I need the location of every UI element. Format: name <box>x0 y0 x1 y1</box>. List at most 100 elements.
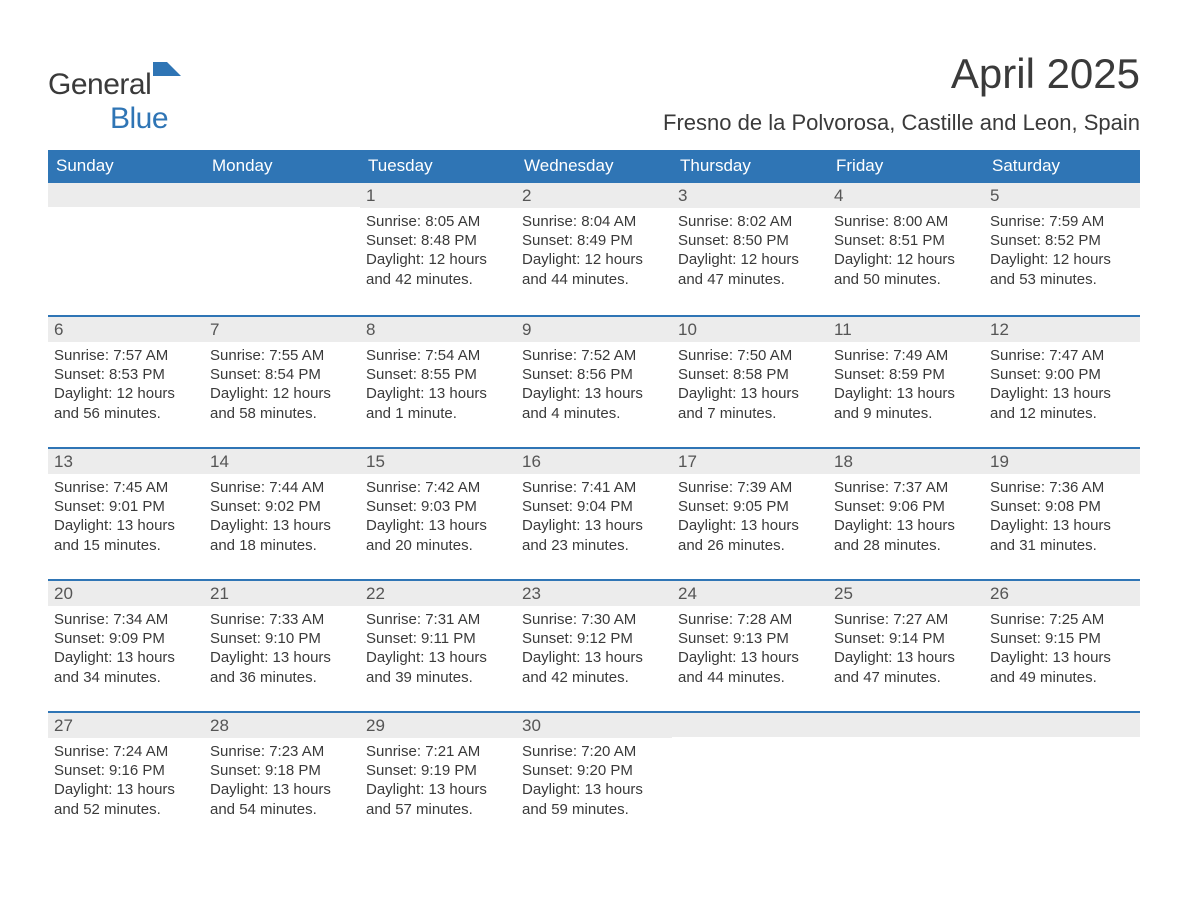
day-cell: 17Sunrise: 7:39 AMSunset: 9:05 PMDayligh… <box>672 449 828 579</box>
daylight-line2: and 47 minutes. <box>678 270 822 289</box>
day-details: Sunrise: 7:44 AMSunset: 9:02 PMDaylight:… <box>204 474 360 561</box>
daylight-line: Daylight: 13 hours <box>522 384 666 403</box>
day-cell: 21Sunrise: 7:33 AMSunset: 9:10 PMDayligh… <box>204 581 360 711</box>
daylight-line2: and 44 minutes. <box>522 270 666 289</box>
day-cell: 16Sunrise: 7:41 AMSunset: 9:04 PMDayligh… <box>516 449 672 579</box>
day-details: Sunrise: 7:31 AMSunset: 9:11 PMDaylight:… <box>360 606 516 693</box>
daylight-line2: and 31 minutes. <box>990 536 1134 555</box>
day-cell: 27Sunrise: 7:24 AMSunset: 9:16 PMDayligh… <box>48 713 204 843</box>
day-cell: 12Sunrise: 7:47 AMSunset: 9:00 PMDayligh… <box>984 317 1140 447</box>
day-number: 11 <box>828 317 984 342</box>
daylight-line: Daylight: 13 hours <box>210 780 354 799</box>
day-details: Sunrise: 7:47 AMSunset: 9:00 PMDaylight:… <box>984 342 1140 429</box>
daylight-line: Daylight: 13 hours <box>366 384 510 403</box>
daylight-line: Daylight: 12 hours <box>522 250 666 269</box>
sunrise-line: Sunrise: 7:54 AM <box>366 346 510 365</box>
daylight-line: Daylight: 13 hours <box>522 780 666 799</box>
title-block: April 2025 Fresno de la Polvorosa, Casti… <box>663 50 1140 136</box>
day-cell: 11Sunrise: 7:49 AMSunset: 8:59 PMDayligh… <box>828 317 984 447</box>
sunset-line: Sunset: 9:02 PM <box>210 497 354 516</box>
sunset-line: Sunset: 9:00 PM <box>990 365 1134 384</box>
day-cell: 29Sunrise: 7:21 AMSunset: 9:19 PMDayligh… <box>360 713 516 843</box>
day-cell <box>204 183 360 315</box>
sunrise-line: Sunrise: 7:59 AM <box>990 212 1134 231</box>
day-details: Sunrise: 7:42 AMSunset: 9:03 PMDaylight:… <box>360 474 516 561</box>
day-cell: 23Sunrise: 7:30 AMSunset: 9:12 PMDayligh… <box>516 581 672 711</box>
flag-icon <box>153 56 181 76</box>
sunrise-line: Sunrise: 8:02 AM <box>678 212 822 231</box>
logo-word2: Blue <box>110 102 168 135</box>
sunset-line: Sunset: 9:19 PM <box>366 761 510 780</box>
sunrise-line: Sunrise: 8:05 AM <box>366 212 510 231</box>
day-cell: 18Sunrise: 7:37 AMSunset: 9:06 PMDayligh… <box>828 449 984 579</box>
sunset-line: Sunset: 8:52 PM <box>990 231 1134 250</box>
sunset-line: Sunset: 9:03 PM <box>366 497 510 516</box>
sunset-line: Sunset: 9:09 PM <box>54 629 198 648</box>
sunset-line: Sunset: 8:51 PM <box>834 231 978 250</box>
sunrise-line: Sunrise: 7:36 AM <box>990 478 1134 497</box>
day-details: Sunrise: 7:57 AMSunset: 8:53 PMDaylight:… <box>48 342 204 429</box>
day-number: 22 <box>360 581 516 606</box>
daylight-line2: and 42 minutes. <box>522 668 666 687</box>
sunset-line: Sunset: 8:54 PM <box>210 365 354 384</box>
day-number: 28 <box>204 713 360 738</box>
daylight-line: Daylight: 13 hours <box>834 648 978 667</box>
daylight-line: Daylight: 13 hours <box>678 516 822 535</box>
daylight-line2: and 59 minutes. <box>522 800 666 819</box>
daylight-line: Daylight: 13 hours <box>210 648 354 667</box>
daylight-line2: and 49 minutes. <box>990 668 1134 687</box>
daylight-line: Daylight: 12 hours <box>990 250 1134 269</box>
day-details: Sunrise: 7:23 AMSunset: 9:18 PMDaylight:… <box>204 738 360 825</box>
sunset-line: Sunset: 8:49 PM <box>522 231 666 250</box>
day-cell: 2Sunrise: 8:04 AMSunset: 8:49 PMDaylight… <box>516 183 672 315</box>
daylight-line2: and 20 minutes. <box>366 536 510 555</box>
daylight-line2: and 53 minutes. <box>990 270 1134 289</box>
day-number: 19 <box>984 449 1140 474</box>
day-cell: 28Sunrise: 7:23 AMSunset: 9:18 PMDayligh… <box>204 713 360 843</box>
sunrise-line: Sunrise: 7:37 AM <box>834 478 978 497</box>
week-row: 6Sunrise: 7:57 AMSunset: 8:53 PMDaylight… <box>48 315 1140 447</box>
daylight-line2: and 44 minutes. <box>678 668 822 687</box>
daylight-line: Daylight: 12 hours <box>366 250 510 269</box>
logo: General Blue <box>48 56 181 136</box>
daylight-line2: and 26 minutes. <box>678 536 822 555</box>
daylight-line: Daylight: 13 hours <box>210 516 354 535</box>
weekday-header: Friday <box>828 150 984 183</box>
daylight-line2: and 34 minutes. <box>54 668 198 687</box>
day-number: 21 <box>204 581 360 606</box>
day-number <box>828 713 984 737</box>
day-number: 17 <box>672 449 828 474</box>
day-number: 7 <box>204 317 360 342</box>
sunset-line: Sunset: 9:01 PM <box>54 497 198 516</box>
header: General Blue April 2025 Fresno de la Pol… <box>48 50 1140 136</box>
daylight-line: Daylight: 12 hours <box>54 384 198 403</box>
weekday-header: Monday <box>204 150 360 183</box>
day-number: 24 <box>672 581 828 606</box>
daylight-line2: and 4 minutes. <box>522 404 666 423</box>
day-number: 18 <box>828 449 984 474</box>
day-cell: 22Sunrise: 7:31 AMSunset: 9:11 PMDayligh… <box>360 581 516 711</box>
sunset-line: Sunset: 9:05 PM <box>678 497 822 516</box>
sunrise-line: Sunrise: 7:45 AM <box>54 478 198 497</box>
daylight-line2: and 36 minutes. <box>210 668 354 687</box>
sunrise-line: Sunrise: 7:39 AM <box>678 478 822 497</box>
day-number <box>48 183 204 207</box>
day-details: Sunrise: 7:45 AMSunset: 9:01 PMDaylight:… <box>48 474 204 561</box>
weekday-header: Thursday <box>672 150 828 183</box>
day-cell: 1Sunrise: 8:05 AMSunset: 8:48 PMDaylight… <box>360 183 516 315</box>
sunrise-line: Sunrise: 7:30 AM <box>522 610 666 629</box>
day-number: 5 <box>984 183 1140 208</box>
weekday-header: Tuesday <box>360 150 516 183</box>
day-details: Sunrise: 7:39 AMSunset: 9:05 PMDaylight:… <box>672 474 828 561</box>
day-details: Sunrise: 7:30 AMSunset: 9:12 PMDaylight:… <box>516 606 672 693</box>
sunrise-line: Sunrise: 7:24 AM <box>54 742 198 761</box>
day-number: 25 <box>828 581 984 606</box>
day-cell: 7Sunrise: 7:55 AMSunset: 8:54 PMDaylight… <box>204 317 360 447</box>
daylight-line: Daylight: 12 hours <box>210 384 354 403</box>
daylight-line2: and 42 minutes. <box>366 270 510 289</box>
daylight-line2: and 18 minutes. <box>210 536 354 555</box>
day-cell: 8Sunrise: 7:54 AMSunset: 8:55 PMDaylight… <box>360 317 516 447</box>
day-cell: 20Sunrise: 7:34 AMSunset: 9:09 PMDayligh… <box>48 581 204 711</box>
month-title: April 2025 <box>663 50 1140 98</box>
day-number: 9 <box>516 317 672 342</box>
